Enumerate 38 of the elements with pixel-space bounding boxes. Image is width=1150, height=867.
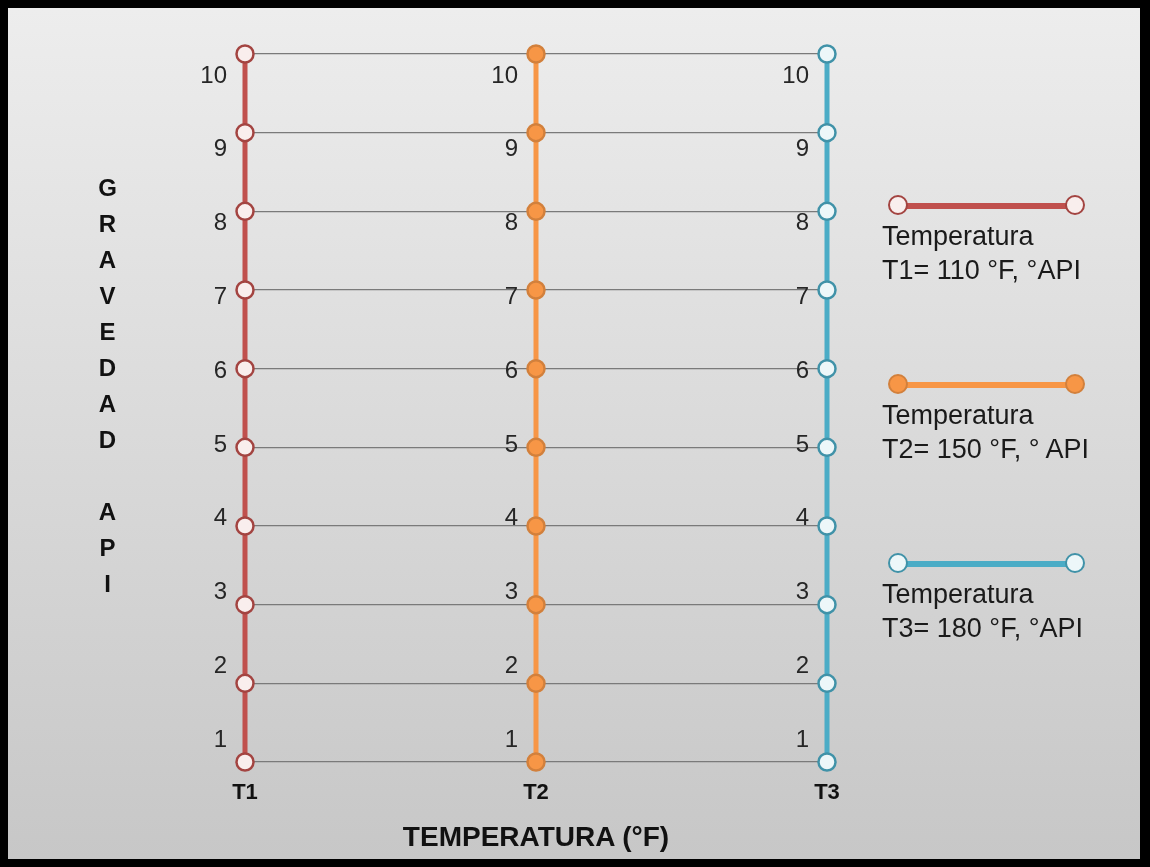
data-label: 10 (782, 60, 809, 88)
x-tick-label: T3 (814, 779, 840, 805)
data-label: 1 (795, 724, 809, 752)
data-label: 7 (795, 281, 809, 309)
data-label: 6 (504, 355, 518, 383)
data-label: 7 (213, 281, 227, 309)
x-tick-label: T1 (232, 779, 258, 805)
data-label: 9 (795, 134, 809, 162)
data-label: 3 (213, 577, 227, 605)
data-label: 6 (213, 355, 227, 383)
y-axis-title: GRAVEDAD API (94, 174, 121, 606)
data-label: 8 (795, 208, 809, 236)
data-label: 5 (795, 429, 809, 457)
data-label: 3 (795, 577, 809, 605)
data-label: 6 (795, 355, 809, 383)
data-label: 4 (795, 503, 809, 531)
data-label: 2 (795, 650, 809, 678)
data-label: 5 (504, 429, 518, 457)
data-label: 5 (213, 429, 227, 457)
data-label: 8 (504, 208, 518, 236)
legend-label: Temperatura T1= 110 °F, °API (882, 220, 1082, 287)
x-tick-label: T2 (523, 779, 549, 805)
data-label: 1 (213, 724, 227, 752)
data-label: 10 (200, 60, 227, 88)
data-label: 2 (504, 650, 518, 678)
data-label: 10 (491, 60, 518, 88)
data-label: 4 (504, 503, 518, 531)
data-label: 3 (504, 577, 518, 605)
data-label: 1 (504, 724, 518, 752)
data-label: 2 (213, 650, 227, 678)
data-label: 7 (504, 281, 518, 309)
data-label: 8 (213, 208, 227, 236)
legend-label: Temperatura T2= 150 °F, ° API (882, 399, 1090, 466)
data-label: 9 (504, 134, 518, 162)
data-label: 9 (213, 134, 227, 162)
legend-label: Temperatura T3= 180 °F, °API (882, 578, 1084, 645)
x-axis-title: TEMPERATURA (°F) (401, 820, 671, 854)
data-label: 4 (213, 503, 227, 531)
